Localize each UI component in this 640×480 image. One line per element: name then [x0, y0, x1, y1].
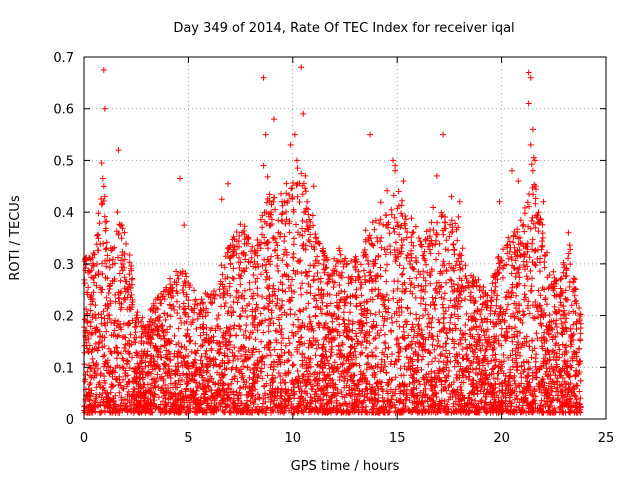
y-tick-label: 0 [66, 413, 74, 428]
y-tick-label: 0.3 [53, 258, 74, 273]
y-tick-label: 0.4 [53, 206, 74, 221]
x-tick-label: 0 [80, 431, 88, 446]
x-tick-label: 25 [598, 431, 615, 446]
data-points [81, 64, 584, 416]
y-tick-label: 0.2 [53, 310, 74, 325]
y-tick-label: 0.1 [53, 361, 74, 376]
x-tick-label: 10 [285, 431, 302, 446]
chart-title: Day 349 of 2014, Rate Of TEC Index for r… [173, 21, 514, 36]
y-tick-label: 0.7 [53, 51, 74, 66]
x-axis-label: GPS time / hours [291, 459, 400, 474]
x-tick-label: 15 [389, 431, 406, 446]
axis-ticks: 0 5 10 15 20 25 0 0.1 0.2 0.3 0.4 0.5 0.6 0.7 [53, 51, 614, 446]
x-tick-label: 20 [493, 431, 510, 446]
roti-point-markers [81, 64, 584, 416]
y-tick-label: 0.6 [53, 103, 74, 118]
plot-frame [83, 56, 607, 420]
y-tick-label: 0.5 [53, 154, 74, 169]
y-axis-label: ROTI / TECUs [8, 195, 23, 280]
x-tick-label: 5 [184, 431, 192, 446]
